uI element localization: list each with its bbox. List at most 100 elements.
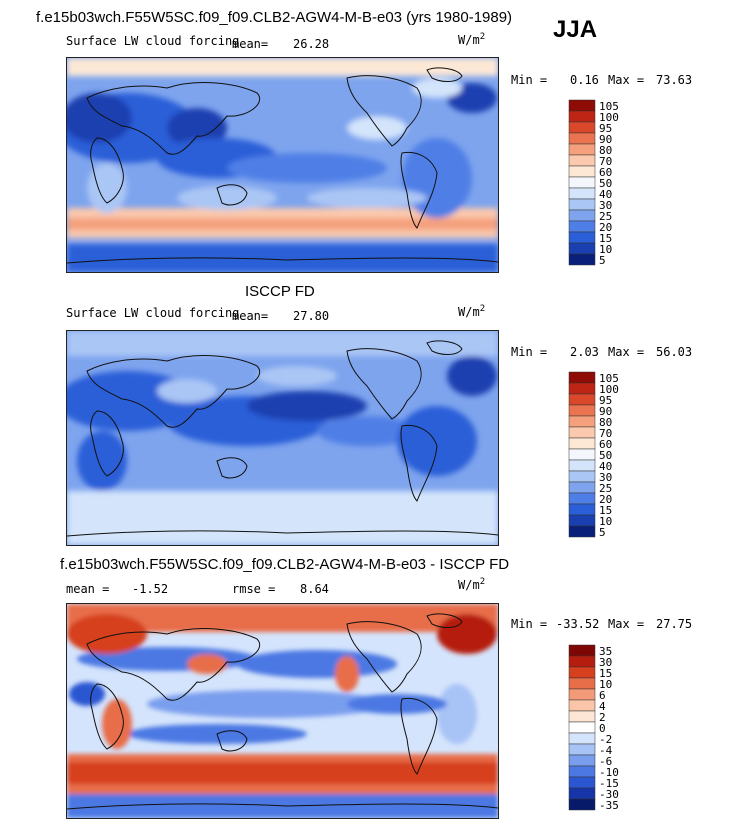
colorbar-swatch bbox=[568, 253, 596, 266]
colorbar-swatch bbox=[568, 415, 596, 428]
colorbar-swatch bbox=[568, 710, 596, 723]
colorbar-swatch bbox=[568, 382, 596, 395]
colorbar-tick-label: 105 bbox=[599, 372, 619, 385]
panel2-unit: W/m2 bbox=[458, 304, 486, 319]
colorbar-swatch bbox=[568, 470, 596, 483]
colorbar-swatch bbox=[568, 198, 596, 211]
panel3-max-label: Max = bbox=[608, 617, 645, 631]
panel1-map bbox=[57, 57, 499, 273]
colorbar-swatch bbox=[568, 644, 596, 657]
colorbar-tick-label: 105 bbox=[599, 100, 619, 113]
panel3-mean-value: -1.52 bbox=[132, 582, 169, 596]
colorbar-tick-label: 10 bbox=[599, 678, 612, 691]
colorbar-tick-label: -6 bbox=[599, 755, 612, 768]
colorbar-tick-label: -2 bbox=[599, 733, 612, 746]
panel2-min-value: 2.03 bbox=[570, 345, 599, 359]
panel1-subtitle: Surface LW cloud forcing bbox=[66, 34, 240, 48]
colorbar-swatch bbox=[568, 165, 596, 178]
colorbar-swatch bbox=[568, 176, 596, 189]
colorbar-tick-label: 20 bbox=[599, 221, 612, 234]
colorbar-tick-label: 2 bbox=[599, 711, 606, 724]
panel2-min-label: Min = bbox=[511, 345, 548, 359]
colorbar-swatch bbox=[568, 121, 596, 134]
colorbar-swatch bbox=[568, 765, 596, 778]
panel3-unit: W/m2 bbox=[458, 577, 486, 592]
panel1-unit: W/m2 bbox=[458, 32, 486, 47]
colorbar-swatch bbox=[568, 154, 596, 167]
panel3-rmse-label: rmse = bbox=[232, 582, 276, 596]
colorbar-tick-label: 95 bbox=[599, 122, 612, 135]
colorbar-swatch bbox=[568, 99, 596, 112]
colorbar-tick-label: 60 bbox=[599, 166, 612, 179]
colorbar-swatch bbox=[568, 220, 596, 233]
colorbar-tick-label: 60 bbox=[599, 438, 612, 451]
colorbar-swatch bbox=[568, 514, 596, 527]
colorbar-tick-label: 70 bbox=[599, 427, 612, 440]
colorbar-tick-label: 6 bbox=[599, 689, 606, 702]
colorbar-tick-label: 0 bbox=[599, 722, 606, 735]
colorbar-swatch bbox=[568, 754, 596, 767]
panel2-map bbox=[57, 330, 499, 546]
colorbar-swatch bbox=[568, 503, 596, 516]
colorbar-swatch bbox=[568, 492, 596, 505]
panel1-mean-label: mean= bbox=[232, 37, 269, 51]
colorbar-tick-label: 35 bbox=[599, 645, 612, 658]
colorbar-tick-label: -4 bbox=[599, 744, 613, 757]
colorbar-tick-label: 50 bbox=[599, 449, 612, 462]
colorbar-swatch bbox=[568, 132, 596, 145]
panel1-mean-value: 26.28 bbox=[293, 37, 330, 51]
colorbar-swatch bbox=[568, 371, 596, 384]
panel2-subtitle: Surface LW cloud forcing bbox=[66, 306, 240, 320]
colorbar-swatch bbox=[568, 677, 596, 690]
panel2-mean-label: mean= bbox=[232, 309, 269, 323]
colorbar-swatch bbox=[568, 721, 596, 734]
colorbar-swatch bbox=[568, 743, 596, 756]
colorbar-tick-label: 5 bbox=[599, 254, 606, 267]
colorbar-swatch bbox=[568, 732, 596, 745]
panel3-mean-label: mean = bbox=[66, 582, 110, 596]
colorbar-tick-label: 25 bbox=[599, 482, 612, 495]
colorbar-tick-label: 90 bbox=[599, 133, 612, 146]
colorbar-tick-label: 40 bbox=[599, 460, 612, 473]
colorbar-tick-label: 50 bbox=[599, 177, 612, 190]
panel3-rmse-value: 8.64 bbox=[300, 582, 329, 596]
colorbar-tick-label: 30 bbox=[599, 471, 612, 484]
colorbar-tick-label: 70 bbox=[599, 155, 612, 168]
panel1-min-value: 0.16 bbox=[570, 73, 599, 87]
colorbar-tick-label: 30 bbox=[599, 656, 612, 669]
colorbar-tick-label: -35 bbox=[599, 799, 619, 812]
panel1-title: f.e15b03wch.F55W5SC.f09_f09.CLB2-AGW4-M-… bbox=[36, 9, 513, 26]
colorbar-tick-label: 100 bbox=[599, 383, 619, 396]
colorbar-tick-label: 15 bbox=[599, 232, 612, 245]
panel3-min-value: -33.52 bbox=[556, 617, 600, 631]
colorbar-tick-label: 80 bbox=[599, 416, 612, 429]
colorbar-tick-label: 95 bbox=[599, 394, 612, 407]
colorbar-swatch bbox=[568, 209, 596, 222]
colorbar-swatch bbox=[568, 187, 596, 200]
colorbar-swatch bbox=[568, 448, 596, 461]
colorbar-tick-label: 4 bbox=[599, 700, 606, 713]
colorbar-swatch bbox=[568, 110, 596, 123]
colorbar-tick-label: -15 bbox=[599, 777, 619, 790]
colorbar-swatch bbox=[568, 776, 596, 789]
colorbar-swatch bbox=[568, 143, 596, 156]
colorbar-swatch bbox=[568, 666, 596, 679]
colorbar-tick-label: 25 bbox=[599, 210, 612, 223]
season-label: JJA bbox=[553, 16, 598, 43]
panel2-max-value: 56.03 bbox=[656, 345, 693, 359]
panel3-map bbox=[66, 603, 499, 819]
colorbar-tick-label: 90 bbox=[599, 405, 612, 418]
colorbar-tick-label: 5 bbox=[599, 526, 606, 539]
colorbar-swatch bbox=[568, 242, 596, 255]
colorbar-swatch bbox=[568, 655, 596, 668]
colorbar-swatch bbox=[568, 481, 596, 494]
colorbar-tick-label: 15 bbox=[599, 504, 612, 517]
colorbar-tick-label: -10 bbox=[599, 766, 619, 779]
panel2-mean-value: 27.80 bbox=[293, 309, 330, 323]
colorbar-swatch bbox=[568, 798, 596, 811]
colorbar-tick-label: 15 bbox=[599, 667, 612, 680]
colorbar-tick-label: 100 bbox=[599, 111, 619, 124]
panel1-max-label: Max = bbox=[608, 73, 645, 87]
colorbar-swatch bbox=[568, 393, 596, 406]
